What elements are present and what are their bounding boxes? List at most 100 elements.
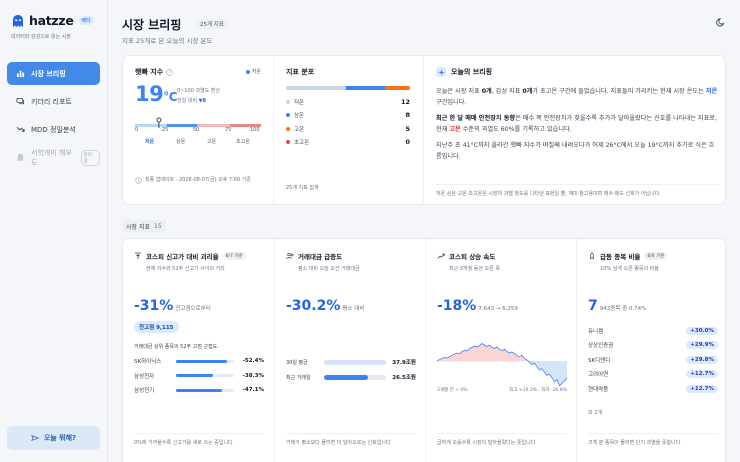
section-label: 시장 지표 15: [122, 220, 166, 232]
nav-item-label: MDD 정밀분석: [31, 125, 76, 134]
distribution-row: 상온 8: [286, 111, 410, 120]
gauge-segment-warm: [198, 124, 229, 127]
users-icon: [286, 252, 294, 260]
nav-item-market-briefing[interactable]: 시장 브리핑: [7, 62, 100, 85]
page-title: 시장 브리핑: [122, 18, 182, 32]
stock-change: +29.9%: [686, 341, 718, 349]
briefing-body: 오늘은 시장 지표 0개, 감성 지표 0개가 초고온 구간에 들었습니다. 지…: [436, 86, 720, 167]
distribution-segment-cold: [286, 86, 346, 90]
svg-text:?: ?: [169, 69, 172, 75]
sparkline-line: [437, 343, 567, 387]
indicator-card-surge[interactable]: 급등 종목 비율 8/6 기준 10% 넘게 오른 종목의 비율 7 943종목 …: [576, 239, 727, 462]
distribution-segment-warm: [385, 86, 410, 90]
gauge-segment-hot: [229, 124, 261, 127]
distribution-count: 0: [405, 138, 410, 147]
surge-stock-row: SK디앤디 +29.8%: [588, 355, 718, 364]
value-unit: %: [326, 298, 341, 314]
indicator-card-kospi-speed[interactable]: 코스피 상승 속도 최근 3개월 동안 오른 폭 -18% 7,643 → 6,2…: [425, 239, 576, 462]
coming-soon-badge: 준비 중: [80, 149, 100, 166]
overview-card: 햇빠 지수 ? 저온 19°C 0~100 과열도 환산 전일 대비 ▼8: [122, 55, 726, 205]
sparkline-range-label: 최고 +19.3% · 최저 -26.8%: [509, 388, 567, 393]
volume-row: 최근 거래일 26.5조원: [286, 373, 416, 381]
rocket-icon: [589, 252, 595, 260]
text: 최근 한 달 매매 안전장치 동향: [436, 115, 516, 122]
distribution-label: 고온: [294, 126, 305, 133]
info-icon[interactable]: ?: [166, 68, 173, 76]
trend-down-icon: [16, 126, 25, 132]
distribution-row: 저온 12: [286, 98, 410, 106]
heat-index-note-line2: 전일 대비 ▼8: [177, 96, 220, 106]
heat-index-header: 햇빠 지수 ?: [135, 67, 173, 77]
nav-item-report[interactable]: 키더리 리포트: [7, 90, 100, 113]
indicator-card-volume[interactable]: 거래대금 급증도 평소 대비 오늘 오간 거래대금 -30.2% 평소 대비 30…: [274, 239, 425, 462]
heat-index-value: 19°C: [135, 82, 178, 106]
briefing-disclaimer: 저온·상온·고온·초고온은 시장의 과열 정도를 나타낸 표현일 뿐, 재미·참…: [436, 184, 720, 197]
sparkle-icon: [436, 67, 446, 77]
gauge-category: 저온: [145, 139, 155, 145]
value-note: 7,643 → 6,259: [478, 306, 518, 312]
gauge-tick: 25: [162, 127, 169, 133]
gauge-tick: 75: [225, 127, 232, 133]
distribution-segment-mild: [345, 86, 386, 90]
brand[interactable]: hatzze 베타: [11, 13, 94, 28]
distribution-label: 상온: [294, 113, 305, 120]
text: 수준의 과열도 60%를 기록하고 있습니다.: [460, 126, 572, 133]
gauge-category: 고온: [207, 139, 217, 145]
card-subtitle: 현재 지수와 52주 신고가 사이의 거리: [146, 266, 225, 272]
indicator-card-kospi-gap[interactable]: 코스피 신고가 대비 괴리율 8/7 기준 현재 지수와 52주 신고가 사이의…: [123, 239, 274, 462]
distribution-row: 초고온 0: [286, 138, 410, 147]
page-subtitle: 지표 25개로 본 오늘의 시장 온도: [122, 37, 213, 45]
last-updated-text: 최종 업데이트 · 2026-08-07(금) 오후 7:00 기준: [145, 177, 251, 183]
bar-fill: [324, 374, 368, 380]
legend-label: 저온: [251, 69, 261, 75]
distribution-label: 저온: [294, 99, 305, 106]
main-content: 시장 브리핑 25개 지표 지표 25개로 본 오늘의 시장 온도 햇빠 지수 …: [108, 0, 740, 462]
heat-index-note-line1: 0~100 과열도 환산: [177, 88, 221, 94]
nav-item-anatomy: 서학개미 해부도 준비 중: [7, 146, 100, 169]
sparkline-negative-area: [437, 361, 567, 386]
stock-change: +30.0%: [686, 326, 718, 335]
value-note: 943종목 중 0.74%: [599, 306, 647, 312]
stock-name: 고려아연: [588, 372, 609, 378]
stock-name: 유니켐: [588, 328, 604, 335]
legend-dot: [245, 69, 250, 74]
gauge-tick: 50: [193, 127, 200, 133]
nav-item-mdd[interactable]: MDD 정밀분석: [7, 118, 100, 141]
surge-stock-row: 유니켐 +30.0%: [588, 326, 718, 335]
stock-change: +12.7%: [686, 370, 718, 378]
gauge-categories: 저온 상온 고온 초고온: [135, 138, 261, 146]
arrow-up-bar-icon: [135, 252, 141, 259]
status-dot: [286, 126, 290, 131]
card-title: 코스피 신고가 대비 괴리율: [146, 253, 219, 261]
dark-mode-toggle-icon[interactable]: [716, 17, 726, 27]
section-title: 시장 지표: [126, 223, 150, 231]
value-note: 평소 대비: [342, 306, 365, 312]
text: 오늘은 시장 지표: [436, 88, 482, 95]
text: 0개: [522, 88, 533, 95]
card-header: 급등 종목 비율 8/6 기준: [588, 251, 668, 261]
stock-change: +29.8%: [686, 355, 718, 364]
stock-bar-list: SK하이닉스 -52.4% 삼성전자 -38.3% 삼성전기 -47.1%: [134, 357, 264, 401]
sidebar-nav: 시장 브리핑 키더리 리포트 MDD 정밀분석 서학개미 해부도 준비 중: [7, 62, 100, 174]
chat-icon: [16, 97, 25, 105]
bar-fill: [176, 388, 222, 392]
value-unit: %: [159, 298, 174, 314]
card-header: 코스피 상승 속도: [437, 251, 495, 261]
send-icon: [30, 434, 39, 442]
bar-fill: [176, 359, 227, 363]
card-caption: 거래대금 상위 종목의 52주 고점 근접도: [134, 344, 218, 350]
heat-index-panel: 햇빠 지수 ? 저온 19°C 0~100 과열도 환산 전일 대비 ▼8: [123, 56, 273, 204]
today-button[interactable]: 오늘 뭐해?: [7, 426, 100, 450]
gauge-segment-mild: [166, 124, 198, 127]
bar-fill: [176, 374, 214, 377]
surge-stock-row: 현대약품 +12.7%: [588, 384, 718, 393]
stock-name: SK하이닉스: [134, 359, 162, 365]
gauge-tick: 0: [135, 127, 139, 133]
kospi-sparkline: [437, 343, 567, 387]
card-footer: 급하게 오를수록 시장이 달아올랐다는 뜻입니다: [437, 433, 567, 446]
ghost-icon: [17, 153, 24, 162]
trend-up-icon: [437, 253, 445, 259]
stock-name: 상상인증권: [588, 343, 614, 349]
brand-name: hatzze: [29, 13, 74, 28]
card-value: -18% 7,643 → 6,259: [437, 298, 518, 314]
